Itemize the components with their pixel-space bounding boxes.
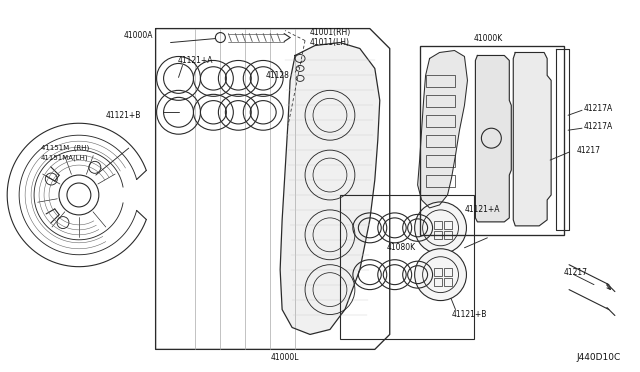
Text: 41080K: 41080K <box>387 243 416 252</box>
Polygon shape <box>513 52 551 226</box>
Text: 41000A: 41000A <box>123 31 152 40</box>
Bar <box>444 268 451 276</box>
Bar <box>444 278 451 286</box>
Circle shape <box>415 249 467 301</box>
Text: 41151MA(LH): 41151MA(LH) <box>41 155 89 161</box>
Bar <box>433 268 442 276</box>
Polygon shape <box>418 51 467 208</box>
Polygon shape <box>280 42 380 334</box>
Text: 41121+A: 41121+A <box>465 205 500 214</box>
Bar <box>444 231 451 239</box>
Text: 41011(LH): 41011(LH) <box>310 38 350 47</box>
Polygon shape <box>476 55 511 222</box>
Text: 41217: 41217 <box>577 145 601 155</box>
Bar <box>426 135 456 147</box>
Bar <box>340 195 474 339</box>
Bar <box>420 45 564 235</box>
Bar <box>444 221 451 229</box>
Text: 41121+B: 41121+B <box>451 310 487 319</box>
Text: 41000K: 41000K <box>474 34 503 43</box>
Circle shape <box>415 202 467 254</box>
Bar <box>433 231 442 239</box>
Bar <box>426 115 456 127</box>
Text: 41121+B: 41121+B <box>106 111 141 120</box>
Text: 41000L: 41000L <box>271 353 300 362</box>
Bar <box>426 175 456 187</box>
Bar <box>426 95 456 107</box>
Text: 41217A: 41217A <box>584 122 613 131</box>
Text: J440D10C: J440D10C <box>577 353 621 362</box>
Text: 41001(RH): 41001(RH) <box>310 28 351 37</box>
Bar <box>433 221 442 229</box>
Text: 41121+A: 41121+A <box>177 56 213 65</box>
Text: 41128: 41128 <box>265 71 289 80</box>
Text: 41151M  (RH): 41151M (RH) <box>41 145 90 151</box>
Bar <box>426 155 456 167</box>
Bar <box>426 76 456 87</box>
Bar <box>433 278 442 286</box>
Text: 41217A: 41217A <box>584 104 613 113</box>
Text: 41217: 41217 <box>564 268 588 277</box>
